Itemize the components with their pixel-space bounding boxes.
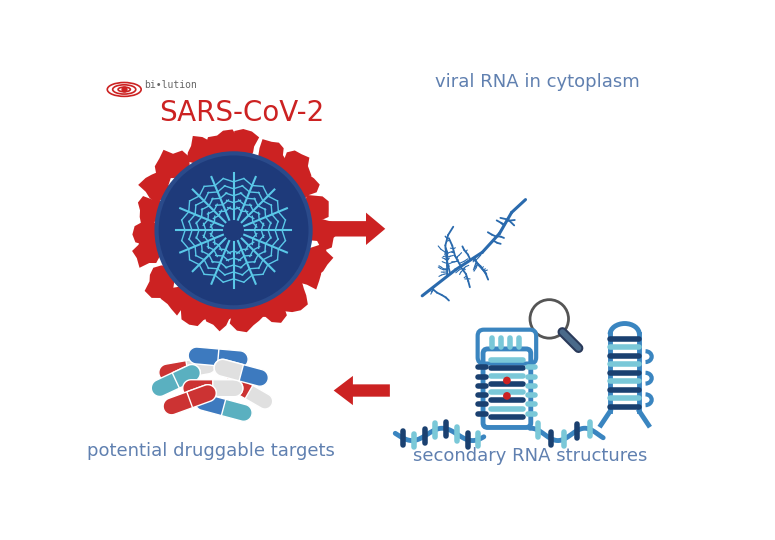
Text: bi•lution: bi•lution bbox=[144, 80, 197, 90]
Polygon shape bbox=[186, 357, 216, 377]
Polygon shape bbox=[160, 284, 196, 315]
Text: viral RNA in cytoplasm: viral RNA in cytoplasm bbox=[436, 73, 640, 91]
Polygon shape bbox=[145, 266, 176, 298]
Polygon shape bbox=[155, 150, 190, 178]
Circle shape bbox=[503, 377, 511, 384]
Polygon shape bbox=[293, 260, 322, 289]
Polygon shape bbox=[188, 347, 248, 368]
Circle shape bbox=[157, 153, 311, 307]
Polygon shape bbox=[205, 130, 240, 161]
Text: potential druggable targets: potential druggable targets bbox=[87, 442, 334, 460]
Polygon shape bbox=[245, 386, 273, 409]
Polygon shape bbox=[258, 139, 289, 173]
Polygon shape bbox=[218, 349, 248, 368]
Polygon shape bbox=[183, 380, 243, 397]
Text: secondary RNA structures: secondary RNA structures bbox=[413, 447, 647, 465]
Polygon shape bbox=[213, 380, 243, 397]
Polygon shape bbox=[187, 136, 217, 164]
Polygon shape bbox=[172, 364, 200, 388]
Circle shape bbox=[503, 392, 511, 400]
Polygon shape bbox=[275, 277, 308, 312]
Polygon shape bbox=[214, 359, 243, 381]
Polygon shape bbox=[138, 172, 175, 202]
Polygon shape bbox=[275, 151, 312, 185]
Polygon shape bbox=[214, 359, 268, 386]
Polygon shape bbox=[163, 384, 216, 415]
Polygon shape bbox=[187, 384, 216, 408]
Polygon shape bbox=[159, 357, 216, 381]
Polygon shape bbox=[306, 219, 340, 251]
Polygon shape bbox=[204, 297, 239, 332]
Polygon shape bbox=[254, 289, 287, 323]
Polygon shape bbox=[226, 375, 273, 409]
Polygon shape bbox=[151, 364, 200, 396]
Polygon shape bbox=[229, 129, 259, 163]
Polygon shape bbox=[133, 217, 166, 253]
Polygon shape bbox=[138, 196, 167, 227]
Polygon shape bbox=[229, 297, 267, 332]
Polygon shape bbox=[300, 244, 333, 278]
Polygon shape bbox=[288, 165, 320, 199]
Polygon shape bbox=[222, 399, 252, 421]
Polygon shape bbox=[195, 394, 252, 421]
Polygon shape bbox=[132, 237, 167, 268]
Circle shape bbox=[530, 300, 569, 338]
Polygon shape bbox=[334, 376, 390, 405]
Polygon shape bbox=[301, 195, 329, 227]
Polygon shape bbox=[181, 295, 215, 326]
Text: SARS-CoV-2: SARS-CoV-2 bbox=[159, 98, 324, 126]
Polygon shape bbox=[326, 213, 385, 245]
